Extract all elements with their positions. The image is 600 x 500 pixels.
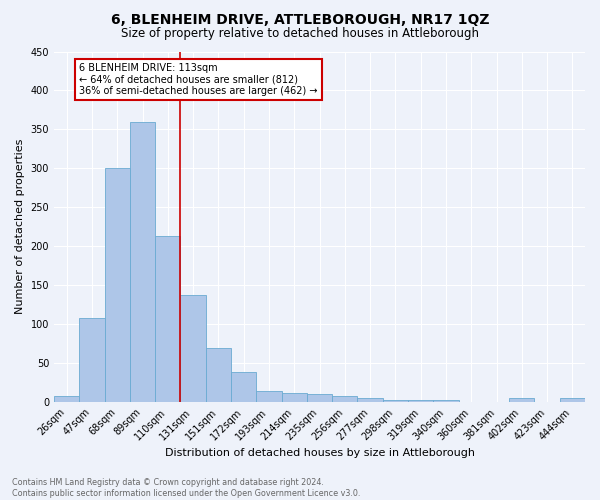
Bar (358, 398, 383, 402)
Bar (181, 296, 206, 402)
Bar (433, 400, 458, 402)
Bar (104, 168, 130, 402)
Bar (130, 122, 155, 402)
Bar (54, 396, 79, 402)
Bar (281, 392, 307, 402)
X-axis label: Distribution of detached houses by size in Attleborough: Distribution of detached houses by size … (164, 448, 475, 458)
Y-axis label: Number of detached properties: Number of detached properties (15, 139, 25, 314)
Bar (231, 372, 256, 402)
Bar (408, 400, 433, 402)
Text: 6 BLENHEIM DRIVE: 113sqm
← 64% of detached houses are smaller (812)
36% of semi-: 6 BLENHEIM DRIVE: 113sqm ← 64% of detach… (79, 63, 318, 96)
Bar (79, 318, 104, 402)
Text: Contains HM Land Registry data © Crown copyright and database right 2024.
Contai: Contains HM Land Registry data © Crown c… (12, 478, 361, 498)
Bar (155, 236, 181, 402)
Bar (383, 400, 408, 402)
Bar (332, 396, 358, 402)
Bar (206, 348, 231, 402)
Bar (256, 391, 281, 402)
Text: 6, BLENHEIM DRIVE, ATTLEBOROUGH, NR17 1QZ: 6, BLENHEIM DRIVE, ATTLEBOROUGH, NR17 1Q… (111, 12, 489, 26)
Bar (560, 398, 585, 402)
Text: Size of property relative to detached houses in Attleborough: Size of property relative to detached ho… (121, 28, 479, 40)
Bar (509, 398, 535, 402)
Bar (307, 394, 332, 402)
